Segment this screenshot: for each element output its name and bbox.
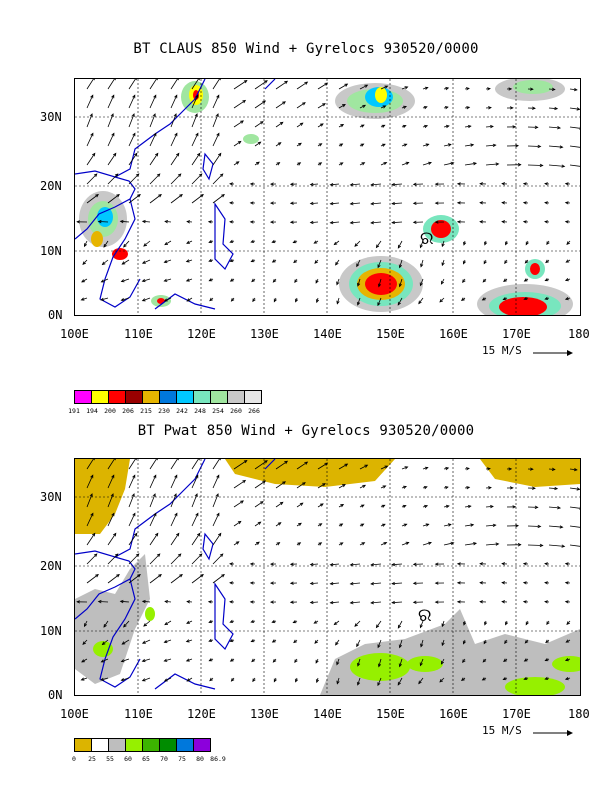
lat-label: 0N — [48, 688, 63, 702]
cloud-blobs — [79, 79, 573, 315]
lat-label: 0N — [48, 308, 63, 322]
colorbar-label: 194 — [86, 407, 98, 415]
reference-vector-arrow — [533, 730, 573, 736]
lat-label: 10N — [40, 624, 62, 638]
panel1-map: ର — [74, 78, 581, 316]
colorbar-label: 80 — [196, 755, 204, 763]
lon-label: 110E — [124, 707, 153, 721]
colorbar-swatch — [142, 390, 160, 404]
colorbar-swatch — [91, 390, 109, 404]
lon-label: 130E — [250, 327, 279, 341]
colorbar-label: 65 — [142, 755, 150, 763]
colorbar-label: 191 — [68, 407, 80, 415]
colorbar-label: 70 — [160, 755, 168, 763]
reference-vector-label: 15 M/S — [482, 724, 522, 737]
lat-label: 20N — [40, 179, 62, 193]
lon-label: 150E — [376, 707, 405, 721]
colorbar-label: 260 — [230, 407, 242, 415]
lat-label: 10N — [40, 244, 62, 258]
lon-label: 180 — [568, 707, 590, 721]
reference-vector-label: 15 M/S — [482, 344, 522, 357]
colorbar-swatch — [74, 738, 92, 752]
colorbar-label: 75 — [178, 755, 186, 763]
colorbar-label: 215 — [140, 407, 152, 415]
lon-label: 170E — [502, 707, 531, 721]
lon-label: 160E — [439, 707, 468, 721]
lon-label: 100E — [60, 707, 89, 721]
colorbar-label: 25 — [88, 755, 96, 763]
colorbar-swatch — [227, 390, 245, 404]
panel1-grid — [75, 79, 580, 315]
colorbar-swatch — [91, 738, 109, 752]
panel2-colorbar: 0 25 55 60 65 70 75 80 86.9 — [72, 738, 226, 763]
colorbar-label: 230 — [158, 407, 170, 415]
lon-label: 140E — [313, 707, 342, 721]
colorbar-swatch — [159, 738, 177, 752]
panel2-map: ର — [74, 458, 581, 696]
pwat-fields — [75, 459, 580, 695]
colorbar-swatch — [125, 390, 143, 404]
colorbar-label: 55 — [106, 755, 114, 763]
lon-label: 170E — [502, 327, 531, 341]
coastlines — [75, 79, 276, 310]
colorbar-label: 200 — [104, 407, 116, 415]
lon-label: 140E — [313, 327, 342, 341]
panel1-colorbar: 191 194 200 206 215 230 242 248 254 260 266 — [68, 390, 262, 415]
colorbar-swatch — [125, 738, 143, 752]
reference-vector-arrow — [533, 350, 573, 356]
panel1-title: BT CLAUS 850 Wind + Gyrelocs 930520/0000 — [133, 41, 479, 57]
colorbar-swatch — [142, 738, 160, 752]
colorbar-swatch — [108, 390, 126, 404]
wind-vectors — [76, 459, 580, 687]
lon-label: 160E — [439, 327, 468, 341]
colorbar-swatch — [244, 390, 262, 404]
lon-label: 180 — [568, 327, 590, 341]
colorbar-swatch — [159, 390, 177, 404]
panel2-grid — [75, 459, 580, 695]
wind-vectors — [76, 79, 580, 307]
lon-label: 120E — [187, 707, 216, 721]
gyre-symbol: ର — [418, 605, 432, 626]
colorbar-label: 60 — [124, 755, 132, 763]
panel2-title: BT Pwat 850 Wind + Gyrelocs 930520/0000 — [137, 423, 475, 439]
gyre-symbol: ର — [420, 228, 434, 249]
colorbar-swatch — [210, 390, 228, 404]
colorbar-swatch — [193, 738, 211, 752]
colorbar-label: 266 — [248, 407, 260, 415]
colorbar-label: 0 — [72, 755, 76, 763]
colorbar-swatch — [193, 390, 211, 404]
colorbar-swatch — [176, 738, 194, 752]
lat-label: 20N — [40, 559, 62, 573]
lon-label: 120E — [187, 327, 216, 341]
lat-label: 30N — [40, 110, 62, 124]
colorbar-label: 242 — [176, 407, 188, 415]
colorbar-swatch — [176, 390, 194, 404]
colorbar-label: 86.9 — [210, 755, 226, 763]
colorbar-swatch — [108, 738, 126, 752]
colorbar-swatch — [74, 390, 92, 404]
colorbar-label: 206 — [122, 407, 134, 415]
lon-label: 130E — [250, 707, 279, 721]
colorbar-label: 248 — [194, 407, 206, 415]
lon-label: 150E — [376, 327, 405, 341]
colorbar-label: 254 — [212, 407, 224, 415]
lat-label: 30N — [40, 490, 62, 504]
lon-label: 100E — [60, 327, 89, 341]
coastlines — [75, 459, 276, 690]
lon-label: 110E — [124, 327, 153, 341]
